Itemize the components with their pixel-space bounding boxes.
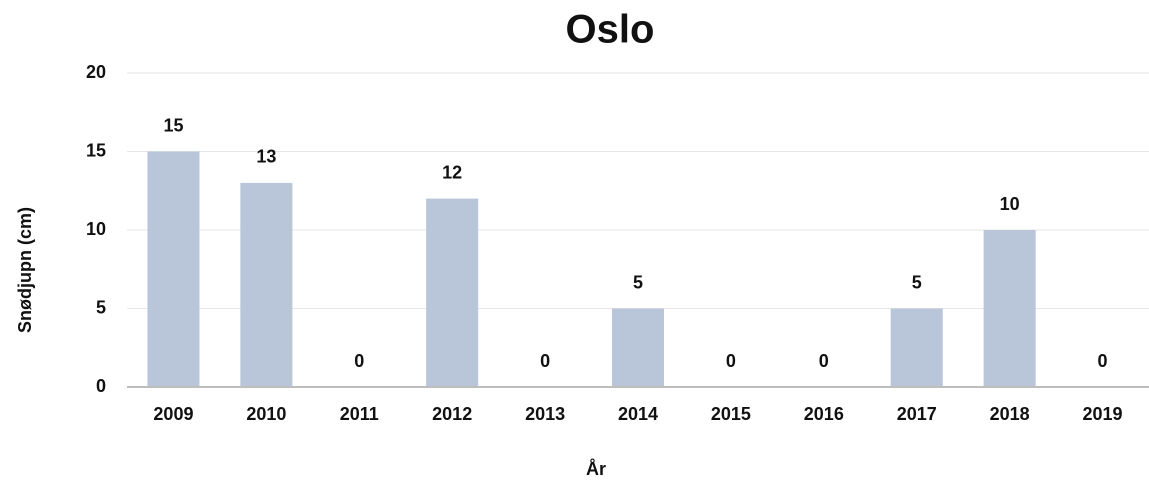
x-tick-label: 2012	[432, 404, 472, 424]
data-label: 12	[442, 162, 462, 182]
x-tick-label: 2011	[340, 404, 379, 424]
data-label: 0	[354, 351, 364, 371]
bar	[611, 308, 665, 387]
x-tick-label: 2009	[153, 404, 193, 424]
bar	[147, 151, 200, 387]
data-label: 0	[1098, 351, 1108, 371]
bar	[890, 308, 943, 387]
data-label: 13	[256, 147, 276, 167]
y-tick-label: 10	[86, 219, 106, 239]
x-axis-label: År	[586, 459, 606, 479]
x-tick-label: 2013	[525, 404, 565, 424]
x-tick-label: 2010	[246, 404, 286, 424]
y-axis-label: Snødjupn (cm)	[15, 207, 35, 333]
x-tick-label: 2018	[990, 404, 1030, 424]
y-tick-label: 5	[96, 297, 106, 317]
data-label: 0	[819, 351, 829, 371]
data-label: 5	[912, 272, 922, 292]
x-tick-label: 2016	[804, 404, 844, 424]
x-tick-label: 2014	[618, 404, 658, 424]
y-tick-label: 0	[96, 376, 106, 396]
x-tick-label: 2019	[1083, 404, 1123, 424]
chart-title: Oslo	[566, 8, 655, 52]
bar	[426, 198, 479, 387]
data-label: 5	[633, 272, 643, 292]
data-label: 10	[1000, 194, 1020, 214]
x-tick-label: 2015	[711, 404, 751, 424]
data-label: 0	[726, 351, 736, 371]
bar	[240, 182, 293, 387]
y-tick-label: 20	[86, 62, 106, 82]
data-label: 15	[163, 115, 183, 135]
data-label: 0	[540, 351, 550, 371]
y-tick-label: 15	[86, 140, 106, 160]
x-tick-label: 2017	[897, 404, 937, 424]
bar	[983, 230, 1036, 387]
